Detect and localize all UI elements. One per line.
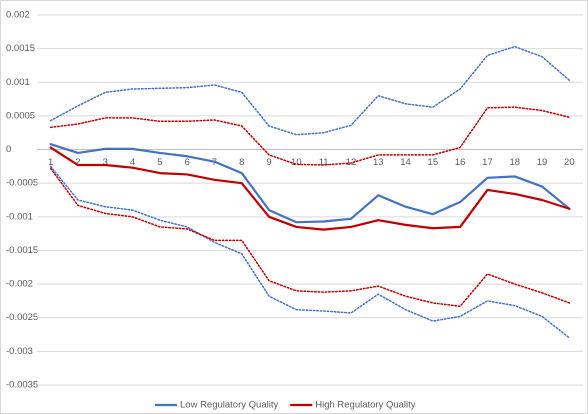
upper-bound-line xyxy=(49,106,571,166)
x-tick-label: 13 xyxy=(373,157,384,168)
x-tick-label: 3 xyxy=(103,157,108,168)
series-line xyxy=(49,146,571,231)
y-tick-label: -0.0025 xyxy=(6,312,38,323)
y-tick-label: -0.002 xyxy=(6,279,33,290)
y-tick-label: -0.0035 xyxy=(6,380,38,391)
lower-bound-line xyxy=(49,165,571,339)
lower-bound-line xyxy=(49,167,571,308)
x-tick-label: 8 xyxy=(239,157,244,168)
x-tick-label: 20 xyxy=(564,157,575,168)
x-tick-label: 15 xyxy=(428,157,439,168)
y-tick-label: -0.0005 xyxy=(6,178,38,189)
legend-label: High Regulatory Quality xyxy=(315,400,416,411)
x-tick-label: 5 xyxy=(157,157,162,168)
y-tick-label: 0.002 xyxy=(6,10,30,21)
x-tick-label: 9 xyxy=(266,157,271,168)
x-tick-label: 1 xyxy=(48,157,53,168)
x-tick-label: 11 xyxy=(319,157,329,168)
x-tick-label: 18 xyxy=(509,157,520,168)
y-tick-label: 0.0005 xyxy=(6,110,35,121)
x-tick-label: 6 xyxy=(185,157,190,168)
x-tick-label: 2 xyxy=(75,157,80,168)
x-tick-label: 4 xyxy=(130,157,135,168)
y-tick-label: 0.0015 xyxy=(6,43,35,54)
x-tick-label: 19 xyxy=(537,157,548,168)
x-tick-label: 10 xyxy=(291,157,302,168)
y-tick-label: 0.001 xyxy=(6,77,30,88)
y-tick-label: -0.0015 xyxy=(6,245,38,256)
x-tick-label: 16 xyxy=(455,157,466,168)
x-tick-label: 17 xyxy=(482,157,493,168)
upper-bound-line xyxy=(49,45,571,136)
y-tick-label: -0.001 xyxy=(6,211,33,222)
x-tick-label: 14 xyxy=(400,157,411,168)
legend-label: Low Regulatory Quality xyxy=(180,400,278,411)
y-tick-label: 0 xyxy=(6,144,11,155)
series-line xyxy=(49,143,571,224)
y-tick-label: -0.003 xyxy=(6,346,33,357)
